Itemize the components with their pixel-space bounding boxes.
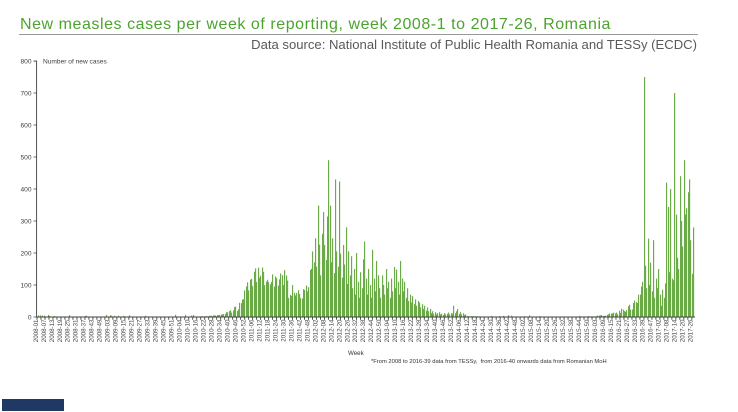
svg-text:Week: Week bbox=[348, 350, 365, 357]
svg-text:2015-02: 2015-02 bbox=[520, 319, 527, 342]
svg-text:2013-52: 2013-52 bbox=[448, 319, 455, 342]
svg-text:2012-32: 2012-32 bbox=[352, 319, 359, 342]
svg-text:2009-45: 2009-45 bbox=[161, 319, 168, 342]
svg-text:2015-14: 2015-14 bbox=[536, 319, 543, 342]
svg-text:2013-40: 2013-40 bbox=[432, 319, 439, 342]
svg-text:2009-33: 2009-33 bbox=[145, 319, 152, 342]
svg-text:200: 200 bbox=[20, 250, 31, 257]
svg-text:2009-27: 2009-27 bbox=[137, 319, 144, 342]
svg-text:2013-04: 2013-04 bbox=[384, 319, 391, 342]
svg-text:0: 0 bbox=[28, 314, 32, 321]
svg-text:2010-16: 2010-16 bbox=[193, 319, 200, 342]
svg-text:2014-06: 2014-06 bbox=[456, 319, 463, 342]
svg-text:2012-20: 2012-20 bbox=[336, 319, 343, 342]
svg-text:2014-12: 2014-12 bbox=[464, 319, 471, 342]
svg-text:2009-09: 2009-09 bbox=[113, 319, 120, 342]
svg-text:2016-21: 2016-21 bbox=[616, 319, 623, 342]
svg-text:2010-52: 2010-52 bbox=[240, 319, 247, 342]
svg-text:2013-46: 2013-46 bbox=[440, 319, 447, 342]
svg-text:2008-37: 2008-37 bbox=[81, 319, 88, 342]
svg-text:2013-28: 2013-28 bbox=[416, 319, 423, 342]
svg-text:2014-18: 2014-18 bbox=[472, 319, 479, 342]
svg-text:2015-38: 2015-38 bbox=[568, 319, 575, 342]
svg-text:2011-06: 2011-06 bbox=[248, 319, 255, 342]
svg-text:2012-26: 2012-26 bbox=[344, 319, 351, 342]
svg-text:2013-34: 2013-34 bbox=[424, 319, 431, 342]
svg-text:2015-50: 2015-50 bbox=[584, 319, 591, 342]
svg-text:2017-02: 2017-02 bbox=[656, 319, 663, 342]
svg-text:2017-08: 2017-08 bbox=[664, 319, 671, 342]
svg-text:2016-09: 2016-09 bbox=[600, 319, 607, 342]
svg-text:2012-44: 2012-44 bbox=[368, 319, 375, 342]
svg-text:2011-18: 2011-18 bbox=[264, 319, 271, 342]
svg-text:2008-25: 2008-25 bbox=[65, 319, 72, 342]
svg-text:*From 2008 to 2016-39 data fro: *From 2008 to 2016-39 data from TESSy, f… bbox=[371, 359, 607, 365]
svg-text:2017-20: 2017-20 bbox=[680, 319, 687, 342]
svg-text:2011-36: 2011-36 bbox=[288, 319, 295, 342]
svg-text:2008-13: 2008-13 bbox=[49, 319, 56, 342]
svg-text:2008-43: 2008-43 bbox=[89, 319, 96, 342]
svg-text:100: 100 bbox=[20, 282, 31, 289]
svg-text:500: 500 bbox=[20, 154, 31, 161]
svg-text:700: 700 bbox=[20, 90, 31, 97]
svg-text:2015-08: 2015-08 bbox=[528, 319, 535, 342]
svg-text:2010-34: 2010-34 bbox=[216, 319, 223, 342]
svg-text:2009-21: 2009-21 bbox=[129, 319, 136, 342]
svg-text:300: 300 bbox=[20, 218, 31, 225]
svg-text:2010-04: 2010-04 bbox=[177, 319, 184, 342]
svg-text:2012-02: 2012-02 bbox=[312, 319, 319, 342]
svg-text:2010-22: 2010-22 bbox=[201, 319, 208, 342]
svg-text:2015-20: 2015-20 bbox=[544, 319, 551, 342]
svg-text:2014-48: 2014-48 bbox=[512, 319, 519, 342]
svg-text:2017-14: 2017-14 bbox=[672, 319, 679, 342]
svg-text:2010-10: 2010-10 bbox=[185, 319, 192, 342]
svg-text:2009-39: 2009-39 bbox=[153, 319, 160, 342]
svg-text:2008-19: 2008-19 bbox=[57, 319, 64, 342]
svg-text:2015-26: 2015-26 bbox=[552, 319, 559, 342]
svg-text:2011-48: 2011-48 bbox=[304, 319, 311, 342]
svg-text:2013-22: 2013-22 bbox=[408, 319, 415, 342]
svg-text:2016-27: 2016-27 bbox=[624, 319, 631, 342]
svg-text:2008-01: 2008-01 bbox=[33, 319, 40, 342]
svg-text:400: 400 bbox=[20, 186, 31, 193]
svg-text:2010-28: 2010-28 bbox=[208, 319, 215, 342]
svg-text:2012-50: 2012-50 bbox=[376, 319, 383, 342]
svg-text:2008-49: 2008-49 bbox=[97, 319, 104, 342]
svg-text:600: 600 bbox=[20, 122, 31, 129]
svg-text:2016-39: 2016-39 bbox=[640, 319, 647, 342]
svg-text:2009-51: 2009-51 bbox=[169, 319, 176, 342]
svg-text:2015-44: 2015-44 bbox=[576, 319, 583, 342]
svg-text:2013-10: 2013-10 bbox=[392, 319, 399, 342]
svg-text:2011-42: 2011-42 bbox=[296, 319, 303, 342]
svg-text:2015-32: 2015-32 bbox=[560, 319, 567, 342]
svg-text:2009-03: 2009-03 bbox=[105, 319, 112, 342]
svg-text:2012-38: 2012-38 bbox=[360, 319, 367, 342]
svg-text:Number of new cases: Number of new cases bbox=[43, 59, 107, 66]
svg-text:800: 800 bbox=[20, 58, 31, 65]
svg-text:2013-16: 2013-16 bbox=[400, 319, 407, 342]
svg-text:2014-42: 2014-42 bbox=[504, 319, 511, 342]
svg-text:2016-47: 2016-47 bbox=[648, 319, 655, 342]
svg-text:2009-15: 2009-15 bbox=[121, 319, 128, 342]
svg-text:2008-07: 2008-07 bbox=[41, 319, 48, 342]
svg-text:2008-31: 2008-31 bbox=[73, 319, 80, 342]
svg-text:2012-14: 2012-14 bbox=[328, 319, 335, 342]
svg-text:2012-08: 2012-08 bbox=[320, 319, 327, 342]
svg-text:2016-03: 2016-03 bbox=[592, 319, 599, 342]
svg-text:2011-12: 2011-12 bbox=[256, 319, 263, 342]
svg-text:2011-30: 2011-30 bbox=[280, 319, 287, 342]
svg-text:2011-24: 2011-24 bbox=[272, 319, 279, 342]
svg-text:2010-40: 2010-40 bbox=[224, 319, 231, 342]
svg-text:2014-24: 2014-24 bbox=[480, 319, 487, 342]
svg-text:2014-30: 2014-30 bbox=[488, 319, 495, 342]
svg-text:2017-26: 2017-26 bbox=[688, 319, 695, 342]
svg-text:2016-33: 2016-33 bbox=[632, 319, 639, 342]
svg-text:2014-36: 2014-36 bbox=[496, 319, 503, 342]
svg-text:2010-46: 2010-46 bbox=[232, 319, 239, 342]
svg-text:2016-15: 2016-15 bbox=[608, 319, 615, 342]
